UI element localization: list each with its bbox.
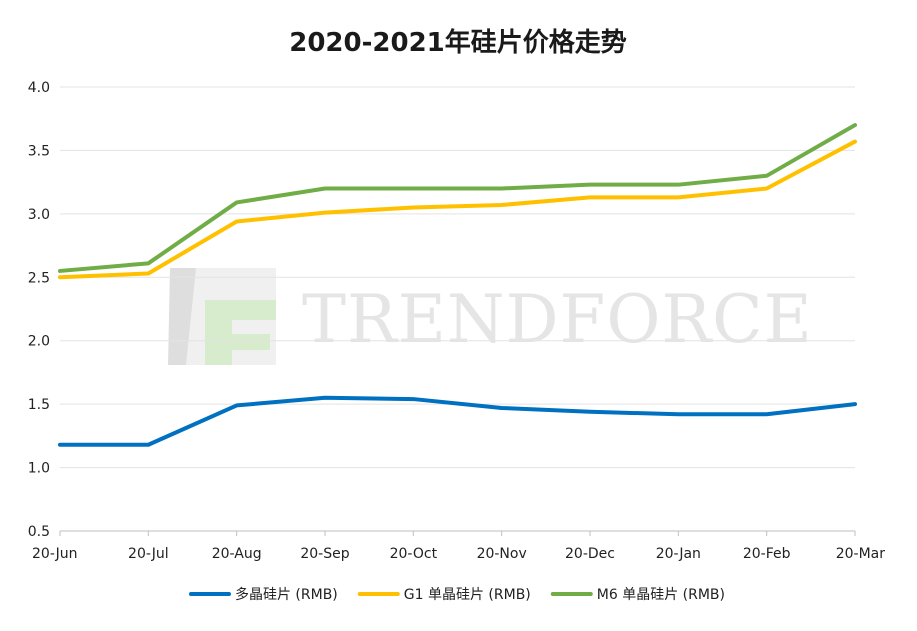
y-tick-label: 2.0 <box>28 334 50 350</box>
watermark: TRENDFORCE <box>168 268 813 365</box>
y-tick-label: 2.5 <box>28 270 50 286</box>
series-line-0 <box>58 395 857 447</box>
y-tick-label: 4.0 <box>28 80 50 96</box>
x-tick-label: 20-Oct <box>390 546 438 562</box>
legend-label-0: 多晶硅片 (RMB) <box>235 586 338 603</box>
x-axis: 20-Jun 20-Jul 20-Aug 20-Sep 20-Oct 20-Nov 20-D… <box>32 531 885 562</box>
y-tick-label: 1.5 <box>28 397 50 413</box>
series-line-1 <box>58 139 857 280</box>
series-line-2 <box>58 123 857 273</box>
x-tick-label: 20-Feb <box>743 546 791 562</box>
y-tick-label: 3.5 <box>28 143 50 159</box>
series-group <box>58 123 857 447</box>
watermark-text: TRENDFORCE <box>302 281 813 358</box>
x-tick-label: 20-Sep <box>300 546 349 562</box>
y-axis: 0.5 1.0 1.5 2.0 2.5 3.0 3.5 4.0 <box>28 80 50 540</box>
legend: 多晶硅片 (RMB) G1 单晶硅片 (RMB) M6 单晶硅片 (RMB) <box>188 586 725 603</box>
x-tick-label: 20-Dec <box>565 546 615 562</box>
y-tick-label: 0.5 <box>28 524 50 540</box>
x-tick-label: 20-Aug <box>212 546 262 562</box>
x-tick-label: 20-Jun <box>32 546 78 562</box>
x-tick-label: 20-Mar <box>836 546 886 562</box>
y-tick-label: 3.0 <box>28 207 50 223</box>
x-tick-label: 20-Jul <box>128 546 169 562</box>
trendforce-logo-icon <box>168 268 276 365</box>
legend-label-1: G1 单晶硅片 (RMB) <box>404 587 531 603</box>
y-tick-label: 1.0 <box>28 461 50 477</box>
x-tick-label: 20-Jan <box>656 546 701 562</box>
legend-label-2: M6 单晶硅片 (RMB) <box>597 587 725 603</box>
x-tick-label: 20-Nov <box>477 546 527 562</box>
chart-title: 2020-2021年硅片价格走势 <box>289 27 627 58</box>
grid <box>60 86 855 469</box>
